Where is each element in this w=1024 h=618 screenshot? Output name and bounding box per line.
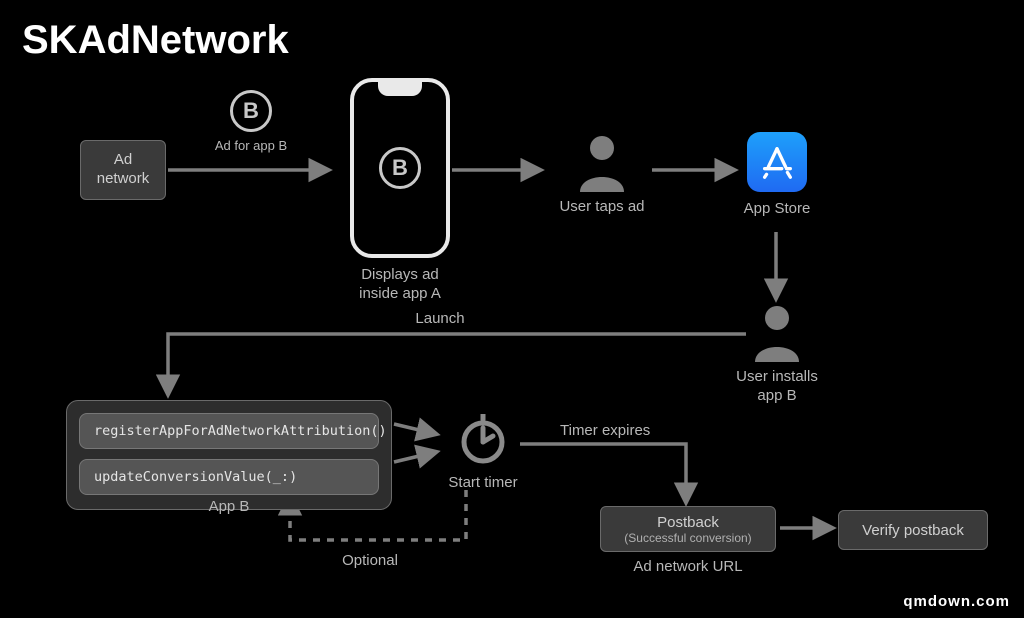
api-call-update: updateConversionValue(_:)	[79, 459, 379, 495]
arrow-timer-to-postback	[520, 444, 686, 502]
postback-subtitle: (Successful conversion)	[624, 531, 751, 545]
ad-for-app-b: B Ad for app B	[208, 90, 294, 154]
phone-label: Displays ad inside app A	[340, 266, 460, 304]
b-badge-letter: B	[243, 98, 259, 124]
app-b-panel: registerAppForAdNetworkAttribution() upd…	[66, 400, 392, 510]
user-install-icon	[732, 302, 822, 362]
start-timer-label: Start timer	[438, 474, 528, 493]
user-taps-ad: User taps ad	[552, 132, 652, 217]
ad-for-app-b-label: Ad for app B	[208, 138, 294, 154]
phone-b-badge-icon: B	[379, 147, 421, 189]
page-title: SKAdNetwork	[22, 18, 289, 63]
app-store-label: App Store	[742, 200, 812, 219]
user-icon	[552, 132, 652, 192]
arrow-api1-to-timer	[394, 424, 436, 434]
app-store-icon	[747, 132, 807, 192]
user-taps-label: User taps ad	[552, 198, 652, 217]
start-timer: Start timer	[438, 414, 528, 493]
postback-footer: Ad network URL	[600, 558, 776, 577]
verify-postback-box: Verify postback	[838, 510, 988, 550]
timer-icon	[438, 414, 528, 466]
watermark: qmdown.com	[903, 593, 1010, 610]
ad-network-box: Ad network	[80, 140, 166, 200]
user-installs-label: User installs app B	[732, 368, 822, 406]
postback-title: Postback	[657, 514, 719, 531]
launch-label: Launch	[380, 310, 500, 329]
api-call-register: registerAppForAdNetworkAttribution()	[79, 413, 379, 449]
postback-box: Postback (Successful conversion)	[600, 506, 776, 552]
app-b-label: App B	[66, 498, 392, 517]
user-installs: User installs app B	[732, 302, 822, 406]
b-badge-icon: B	[230, 90, 272, 132]
phone-b-badge-letter: B	[392, 155, 408, 181]
arrow-launch	[168, 334, 746, 394]
phone-icon: B	[350, 78, 450, 258]
app-store: App Store	[742, 132, 812, 219]
phone-displays-ad: B Displays ad inside app A	[340, 78, 460, 304]
optional-label: Optional	[310, 552, 430, 571]
timer-expires-label: Timer expires	[560, 422, 700, 441]
arrow-api2-to-timer	[394, 452, 436, 462]
